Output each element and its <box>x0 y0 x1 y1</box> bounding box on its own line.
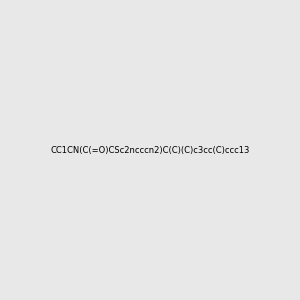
Text: CC1CN(C(=O)CSc2ncccn2)C(C)(C)c3cc(C)ccc13: CC1CN(C(=O)CSc2ncccn2)C(C)(C)c3cc(C)ccc1… <box>50 146 250 154</box>
